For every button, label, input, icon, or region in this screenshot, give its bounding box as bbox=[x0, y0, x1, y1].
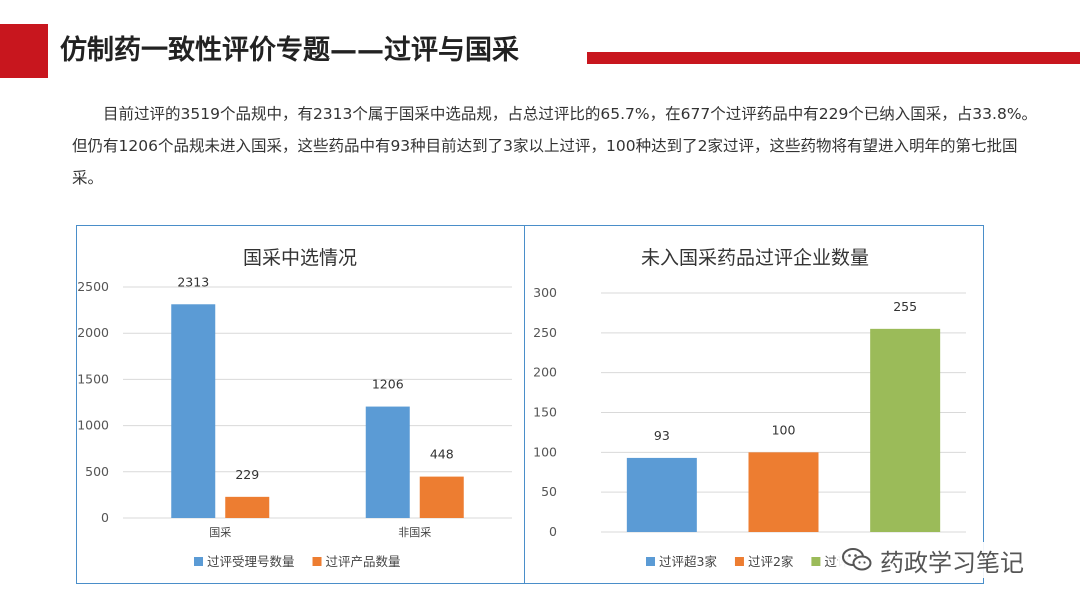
y-tick-label: 250 bbox=[533, 325, 557, 340]
legend-swatch bbox=[646, 557, 655, 566]
legend-label: 过评超3家 bbox=[659, 554, 717, 569]
header-accent-bar bbox=[587, 52, 1080, 64]
x-tick-label: 国采 bbox=[209, 526, 231, 539]
legend-swatch bbox=[194, 557, 203, 566]
y-tick-label: 1000 bbox=[77, 418, 109, 433]
page-title: 仿制药一致性评价专题——过评与国采 bbox=[60, 35, 519, 66]
data-label: 2313 bbox=[177, 274, 209, 289]
bar-chart-national-procurement: 国采中选情况 0 500 1000 1500 2000 2500 2313 229 国采 1206 4… bbox=[77, 247, 512, 569]
bar bbox=[419, 476, 464, 518]
chart-panel-national-procurement: 国采中选情况 0 500 1000 1500 2000 2500 2313 229 国采 1206 4… bbox=[76, 225, 526, 584]
legend-label: 过评产品数量 bbox=[326, 554, 401, 569]
chart-title: 未入国采药品过评企业数量 bbox=[641, 247, 869, 269]
y-tick-label: 100 bbox=[533, 444, 557, 459]
y-tick-label: 2000 bbox=[77, 325, 109, 340]
legend-swatch bbox=[734, 557, 744, 566]
chart-title: 国采中选情况 bbox=[243, 247, 357, 269]
bar bbox=[870, 328, 941, 532]
bar bbox=[365, 406, 410, 518]
legend-swatch bbox=[312, 557, 322, 566]
bar bbox=[748, 452, 819, 532]
legend-swatch bbox=[811, 557, 821, 566]
data-label: 229 bbox=[235, 467, 259, 482]
legend-label: 过评2家 bbox=[748, 554, 794, 569]
bar-chart-non-procurement: 未入国采药品过评企业数量 0 50 100 150 200 250 300 93 100 255 过评… bbox=[533, 247, 966, 569]
legend-label: 过评受理号数量 bbox=[207, 554, 295, 569]
y-tick-label: 300 bbox=[533, 285, 557, 300]
y-tick-label: 50 bbox=[541, 484, 557, 499]
y-tick-label: 200 bbox=[533, 365, 557, 380]
summary-paragraph: 目前过评的3519个品规中，有2313个属于国采中选品规，占总过评比的65.7%… bbox=[72, 105, 1038, 187]
y-tick-label: 1500 bbox=[77, 371, 109, 386]
data-label: 100 bbox=[772, 422, 796, 437]
y-tick-label: 500 bbox=[85, 464, 109, 479]
header-accent-block bbox=[0, 24, 48, 78]
bar bbox=[171, 304, 216, 518]
chart-panel-non-procurement: 未入国采药品过评企业数量 0 50 100 150 200 250 300 93 100 255 过评… bbox=[524, 225, 984, 584]
x-tick-label: 非国采 bbox=[398, 526, 431, 539]
watermark-text: 药政学习笔记 bbox=[880, 548, 1024, 577]
data-label: 448 bbox=[430, 447, 454, 462]
data-label: 255 bbox=[893, 299, 917, 314]
wechat-icon bbox=[842, 548, 872, 571]
bar bbox=[225, 496, 270, 518]
bar bbox=[626, 457, 697, 532]
y-tick-label: 0 bbox=[101, 510, 109, 525]
y-tick-label: 2500 bbox=[77, 279, 109, 294]
data-label: 1206 bbox=[372, 377, 404, 392]
y-tick-label: 0 bbox=[549, 524, 557, 539]
watermark: 药政学习笔记 bbox=[838, 542, 1028, 578]
data-label: 93 bbox=[654, 428, 670, 443]
y-tick-label: 150 bbox=[533, 405, 557, 420]
